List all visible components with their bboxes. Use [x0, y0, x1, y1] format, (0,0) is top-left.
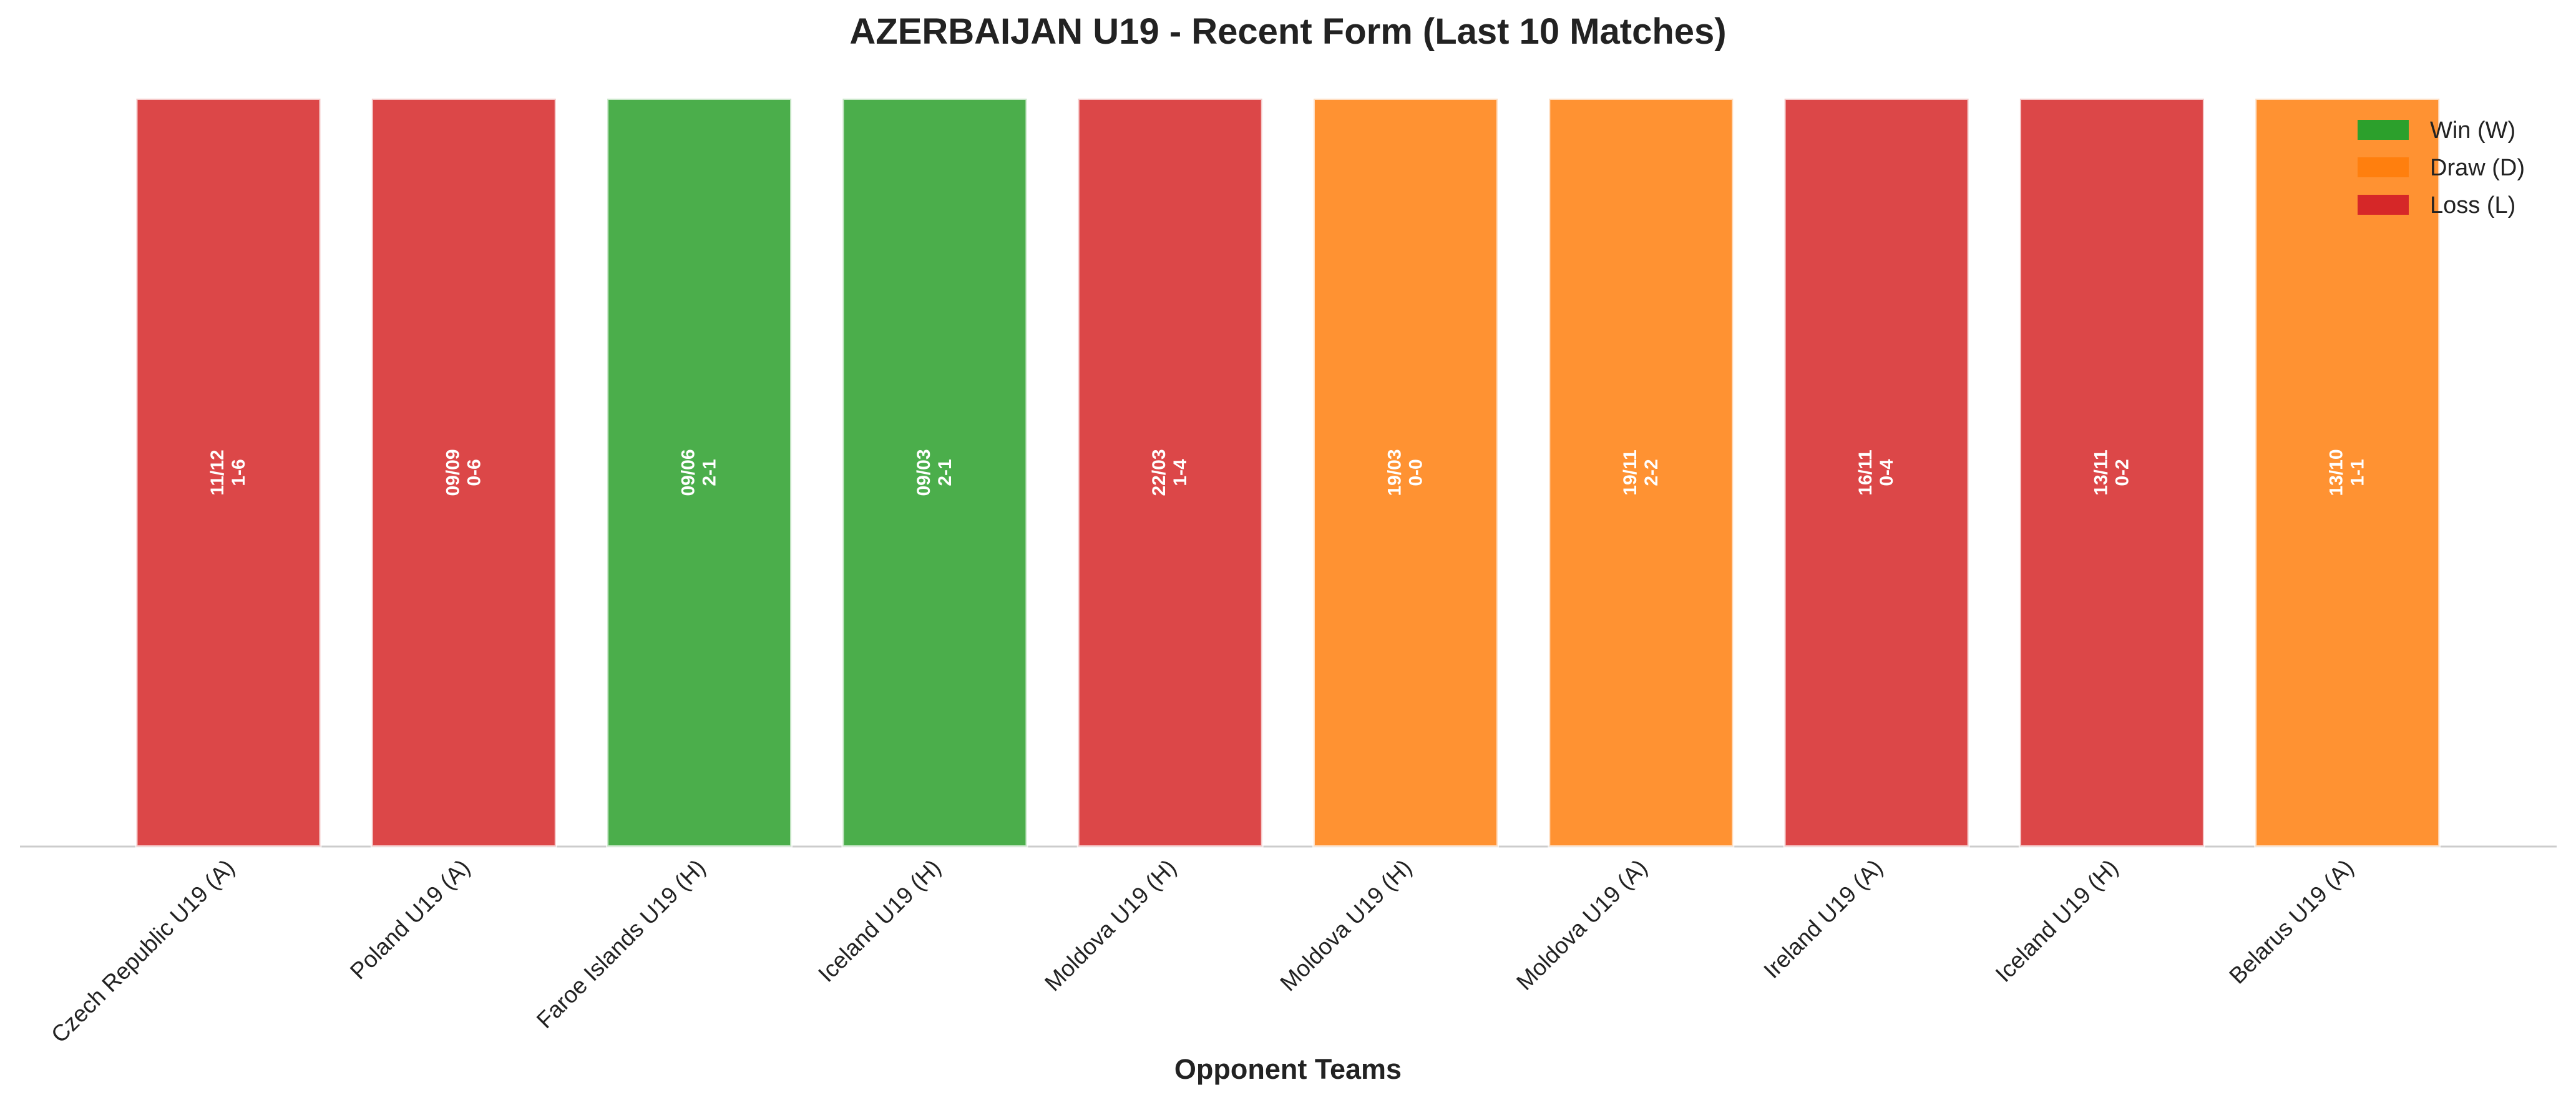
- legend-swatch: [2358, 157, 2409, 177]
- legend-swatch: [2358, 120, 2409, 140]
- legend-label: Win (W): [2430, 117, 2515, 144]
- bar-score-label: 1-4: [1170, 459, 1191, 486]
- bar-score-label: 1-6: [228, 459, 249, 486]
- bar-date-label: 19/11: [1620, 449, 1641, 495]
- bar-date-label: 13/10: [2326, 449, 2347, 496]
- legend-swatch: [2358, 195, 2409, 215]
- bar: [1312, 97, 1499, 848]
- bar: [841, 97, 1028, 848]
- bar-date-label: 19/03: [1385, 449, 1405, 496]
- bar: [1076, 97, 1264, 848]
- bar-date-label: 09/03: [914, 449, 934, 496]
- legend-label: Loss (L): [2430, 192, 2515, 219]
- bar-score-label: 2-2: [1641, 459, 1662, 486]
- bar-date-label: 22/03: [1149, 449, 1169, 496]
- bar: [2254, 97, 2441, 848]
- bar: [1548, 97, 1735, 848]
- bar-date-label: 09/09: [442, 449, 463, 496]
- bar: [135, 97, 322, 848]
- legend-label: Draw (D): [2430, 155, 2525, 181]
- bar-score-label: 0-2: [2112, 459, 2132, 486]
- bar-score-label: 1-1: [2348, 459, 2368, 486]
- bar: [1783, 97, 1970, 848]
- bar-score-label: 2-1: [935, 459, 955, 486]
- bar: [370, 97, 557, 848]
- bar: [2018, 97, 2205, 848]
- bar: [606, 97, 793, 848]
- bar-date-label: 13/11: [2091, 449, 2111, 495]
- bar-score-label: 0-0: [1406, 459, 1427, 486]
- x-axis-title: Opponent Teams: [1174, 1053, 1402, 1085]
- bar-date-label: 11/12: [207, 449, 228, 495]
- bar-date-label: 16/11: [1855, 449, 1876, 495]
- chart-title: AZERBAIJAN U19 - Recent Form (Last 10 Ma…: [849, 11, 1726, 52]
- bar-score-label: 2-1: [700, 459, 720, 486]
- bar-date-label: 09/06: [678, 449, 699, 496]
- bar-score-label: 0-6: [464, 459, 484, 486]
- bar-score-label: 0-4: [1876, 459, 1897, 486]
